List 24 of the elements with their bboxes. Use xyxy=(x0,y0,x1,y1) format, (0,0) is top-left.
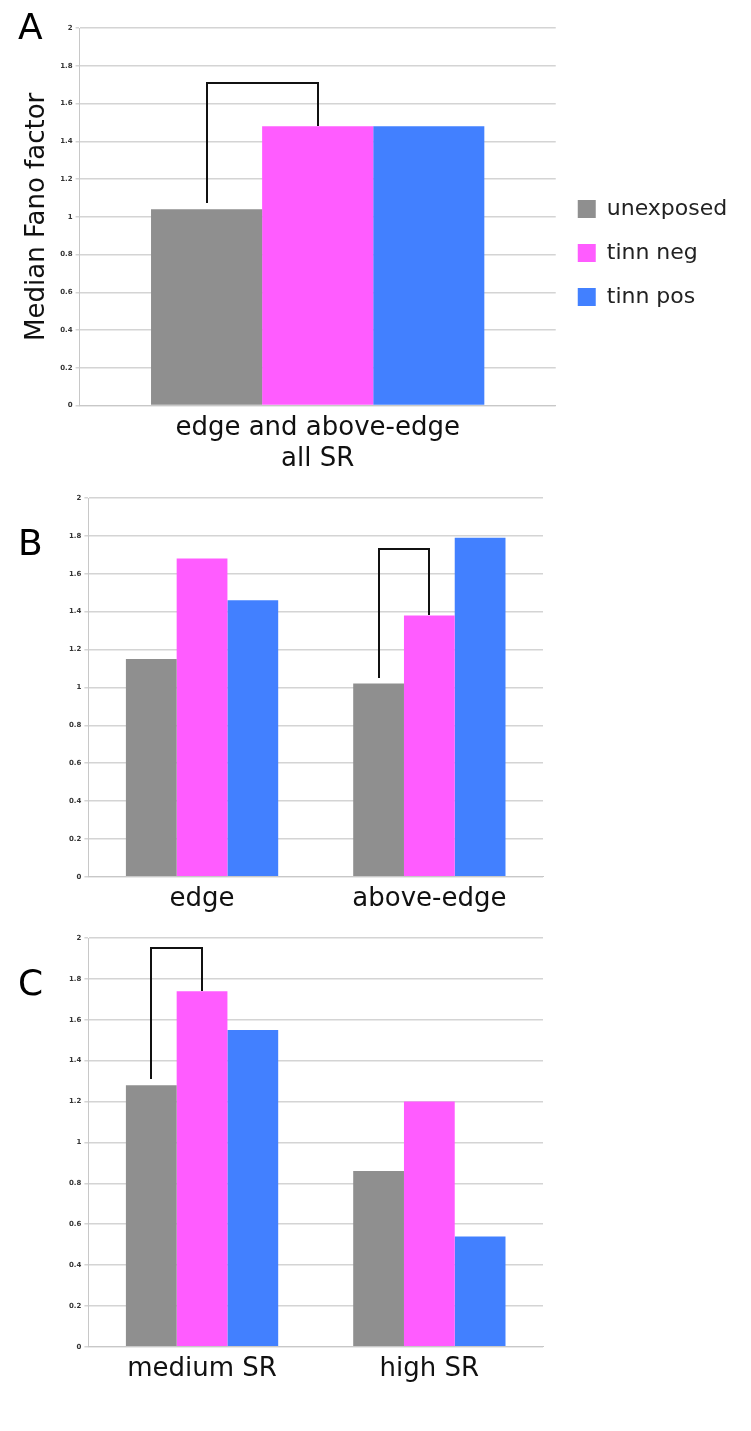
bar xyxy=(403,1101,455,1347)
x-tick-label: high SR xyxy=(379,1352,480,1383)
bar xyxy=(454,537,506,877)
bar xyxy=(176,558,228,877)
y-axis-title: Median Fano factor xyxy=(20,92,51,341)
bar xyxy=(125,658,177,877)
x-tick-label: edge xyxy=(169,882,235,913)
x-tick-label: above-edge xyxy=(352,882,507,913)
bar xyxy=(176,991,228,1347)
bar xyxy=(403,615,455,877)
legend-label: tinn neg xyxy=(606,238,698,264)
text: B xyxy=(18,522,43,564)
bar xyxy=(227,1029,279,1347)
chart-title: A xyxy=(18,6,43,48)
bar xyxy=(353,683,404,877)
x-tick-label: medium SR xyxy=(127,1352,277,1383)
text: C xyxy=(18,962,44,1004)
bar xyxy=(454,1236,506,1347)
bar xyxy=(227,600,279,877)
legend-label: tinn pos xyxy=(606,282,696,308)
bar xyxy=(353,1171,404,1347)
legend-label: unexposed xyxy=(606,194,728,220)
x-tick-label: edge and above-edge all SR xyxy=(175,410,460,473)
bar xyxy=(125,1085,177,1347)
